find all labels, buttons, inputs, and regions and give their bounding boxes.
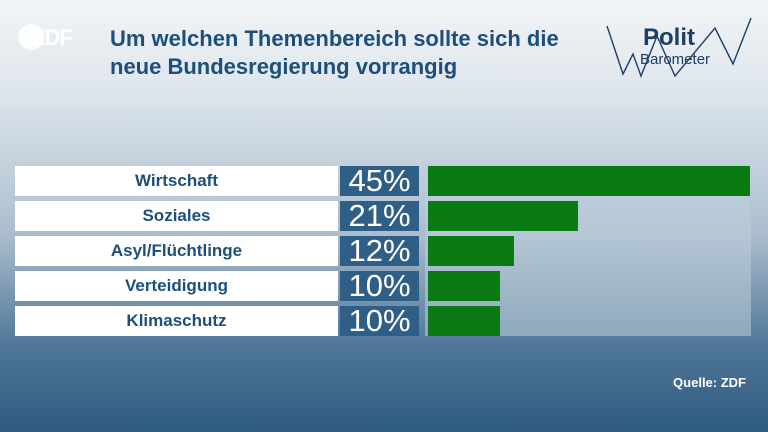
category-label: Klimaschutz [15,306,338,336]
category-label: Wirtschaft [15,166,338,196]
category-label: Asyl/Flüchtlinge [15,236,338,266]
zdf-logo: ZDF [18,24,78,50]
title-line-2: neue Bundesregierung vorrangig [110,54,458,79]
zdf-logo-circle [18,24,44,50]
value-label: 12% [340,233,419,268]
value-label: 10% [340,303,419,338]
value-label: 45% [340,163,419,198]
bar [428,306,500,336]
chart-title: Um welchen Themenbereich sollte sich die… [110,25,590,81]
bar [428,271,500,301]
polit-word: Polit [643,24,695,51]
category-label: Soziales [15,201,338,231]
politbarometer-logo: Polit Barometer [605,14,755,90]
bar [428,236,514,266]
bar [428,201,579,231]
title-line-1: Um welchen Themenbereich sollte sich die [110,26,559,51]
barometer-word: Barometer [640,51,711,68]
source-label: Quelle: ZDF [673,375,746,390]
value-label: 21% [340,198,419,233]
zdf-logo-text: ZDF [32,25,73,50]
category-label: Verteidigung [15,271,338,301]
politbarometer-zigzag-icon [606,17,752,78]
value-label: 10% [340,268,419,303]
bar [428,166,750,196]
